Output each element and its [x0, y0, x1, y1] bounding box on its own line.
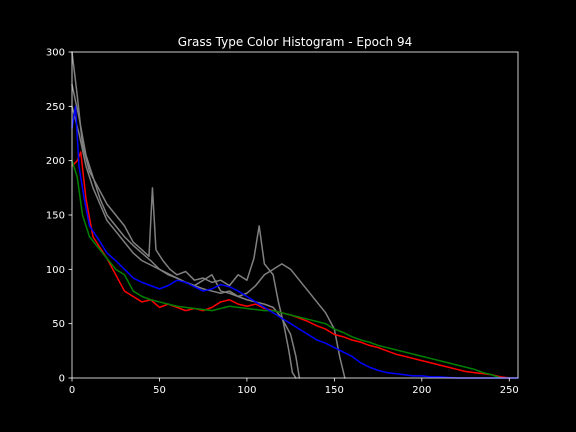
axes-layer: 0 50 100 150 200 250 0 50 100 150 200 250 300 [46, 48, 519, 397]
y-tick-label: 300 [46, 48, 65, 59]
chart-title: Grass Type Color Histogram - Epoch 94 [178, 35, 412, 49]
series-layer [71, 51, 519, 379]
x-tick-label: 0 [69, 385, 75, 396]
x-tick-label: 150 [325, 385, 344, 396]
x-tick-label: 200 [412, 385, 431, 396]
x-tick-label: 100 [237, 385, 256, 396]
y-tick-label: 200 [46, 156, 65, 167]
y-tick-label: 150 [46, 211, 65, 222]
series-line-4 [71, 159, 502, 379]
y-tick-label: 50 [52, 319, 65, 330]
x-tick-label: 250 [500, 385, 519, 396]
y-tick-label: 100 [46, 265, 65, 276]
x-tick-label: 50 [153, 385, 166, 396]
y-tick-label: 0 [59, 374, 65, 385]
series-line-5 [71, 105, 519, 379]
y-tick-label: 250 [46, 102, 65, 113]
